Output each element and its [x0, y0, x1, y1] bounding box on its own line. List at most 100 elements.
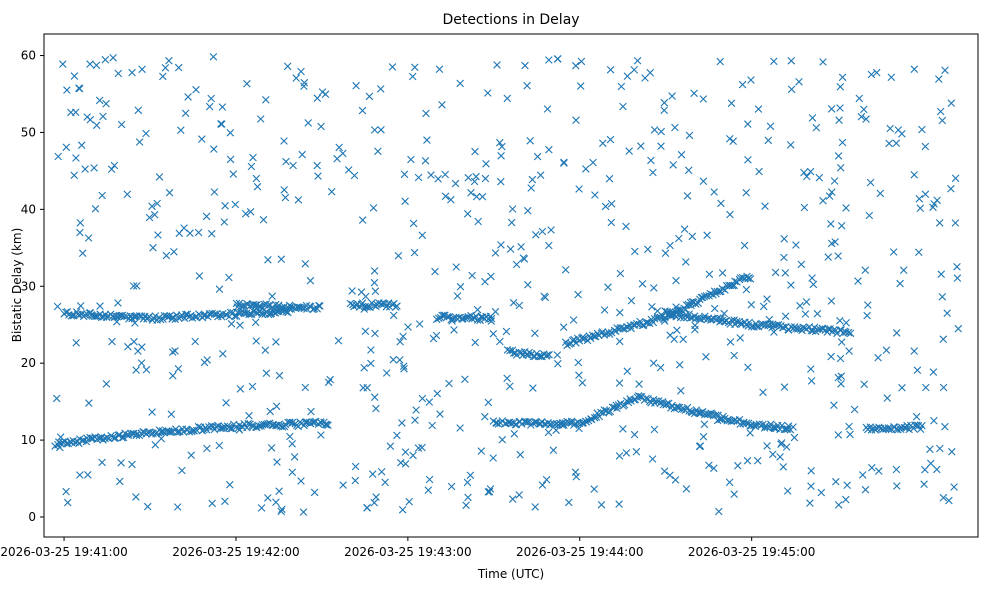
detection-point [76, 471, 84, 479]
detection-point [184, 93, 192, 101]
detection-point [930, 200, 938, 208]
detection-point [930, 416, 938, 425]
detection-point [358, 106, 367, 115]
detection-point [203, 444, 211, 453]
detection-point [221, 202, 229, 210]
detection-point [76, 302, 85, 310]
detection-point [824, 253, 832, 261]
detection-point [710, 188, 718, 196]
detection-point [493, 61, 501, 69]
detection-point [181, 109, 190, 118]
detection-point [515, 491, 523, 499]
detection-point [672, 276, 680, 285]
detection-point [524, 206, 532, 215]
detection-point [808, 274, 816, 282]
detection-point [575, 424, 583, 433]
detection-point [506, 346, 514, 355]
detection-point [591, 191, 599, 199]
detection-point [236, 385, 245, 393]
detection-point [372, 493, 380, 501]
detection-point [607, 200, 616, 208]
detection-point [529, 384, 537, 392]
x-tick-label: 2026-03-25 19:43:00 [344, 545, 471, 559]
detection-point [590, 414, 599, 422]
detection-point [713, 416, 722, 425]
detection-point [857, 112, 866, 121]
detection-point [837, 222, 846, 230]
detection-point [62, 487, 70, 496]
y-axis-label: Bistatic Delay (km) [10, 228, 24, 343]
detection-point [783, 487, 792, 495]
detection-point [433, 389, 442, 398]
detection-point [399, 332, 407, 341]
detection-point [651, 399, 659, 407]
detection-point [397, 458, 405, 467]
detection-point [782, 443, 791, 451]
detection-point [953, 263, 961, 271]
detection-point [787, 281, 795, 289]
detection-point [448, 317, 456, 325]
detection-point [194, 228, 203, 237]
detection-point [951, 219, 960, 227]
detection-point [169, 371, 177, 380]
detection-point [746, 275, 755, 283]
detection-point [339, 481, 347, 489]
detection-point [411, 63, 419, 72]
detection-point [258, 310, 267, 319]
detection-point [779, 463, 788, 471]
detection-point [860, 105, 868, 114]
detection-point [827, 105, 836, 113]
detection-point [142, 365, 151, 374]
detection-point [412, 406, 420, 414]
detection-point [114, 69, 123, 78]
detection-point [846, 430, 854, 439]
detection-point [264, 494, 272, 502]
detection-point [422, 109, 430, 118]
detection-point [287, 302, 295, 311]
detection-point [910, 347, 918, 355]
detection-point [554, 55, 562, 63]
detection-point [625, 147, 633, 155]
detection-point [688, 408, 696, 417]
detection-point [941, 422, 949, 431]
detection-point [316, 302, 324, 310]
detection-point [633, 56, 642, 65]
detection-point [134, 347, 142, 355]
detection-point [253, 423, 261, 432]
y-tick-label: 20 [21, 356, 36, 370]
detection-point [765, 315, 774, 324]
detection-point [653, 307, 662, 315]
detection-point [70, 72, 79, 80]
detection-point [388, 63, 397, 71]
detection-point [766, 122, 775, 131]
detection-point [272, 402, 281, 411]
detection-point [113, 318, 121, 326]
detection-point [705, 461, 713, 470]
detection-point [143, 502, 152, 511]
detection-point [657, 142, 665, 150]
detection-point [938, 116, 947, 125]
detection-point [432, 331, 441, 340]
detection-point [892, 139, 901, 147]
detection-point [310, 488, 319, 497]
detection-point [307, 407, 315, 416]
detection-point [256, 115, 265, 123]
detection-point [819, 196, 827, 205]
detection-point [842, 328, 850, 336]
detection-point [845, 347, 853, 355]
detection-point [590, 485, 598, 493]
detection-point [807, 365, 815, 373]
detection-point [619, 425, 627, 433]
detection-point [543, 351, 551, 359]
detection-point [730, 490, 738, 498]
detection-point [477, 447, 486, 455]
detection-point [135, 138, 144, 146]
detection-point [436, 410, 444, 418]
detection-point [717, 199, 725, 208]
detection-point [615, 500, 623, 508]
x-tick-label: 2026-03-25 19:44:00 [516, 545, 643, 559]
detection-point [277, 507, 285, 516]
detection-point [369, 204, 378, 212]
detection-point [694, 299, 703, 308]
detection-point [453, 292, 462, 300]
